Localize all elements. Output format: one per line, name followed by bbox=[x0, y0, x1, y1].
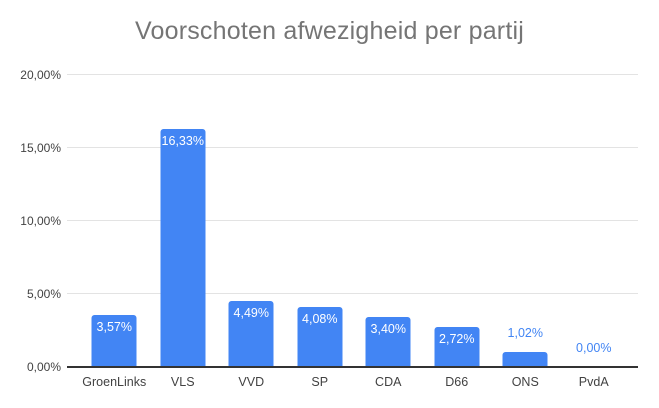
bar-slot: 2,72% bbox=[423, 75, 492, 367]
bar-value-label: 3,57% bbox=[96, 319, 132, 334]
bar-slot: 4,08% bbox=[286, 75, 355, 367]
x-axis-label: GroenLinks bbox=[82, 375, 147, 389]
bar-slot: 16,33% bbox=[149, 75, 218, 367]
y-axis-tick-label: 0,00% bbox=[26, 360, 61, 374]
chart-title: Voorschoten afwezigheid per partij bbox=[135, 17, 524, 45]
bar[interactable] bbox=[91, 314, 137, 367]
bar[interactable] bbox=[502, 352, 548, 367]
bar-value-label: 1,02% bbox=[507, 326, 543, 341]
bar-slot: 0,00% bbox=[560, 75, 629, 367]
bar-value-label: 16,33% bbox=[161, 133, 204, 148]
bar-slot: 3,40% bbox=[354, 75, 423, 367]
bar-value-label: 0,00% bbox=[576, 341, 612, 355]
x-axis-label: ONS bbox=[511, 375, 539, 389]
x-axis-label: VLS bbox=[170, 375, 195, 389]
x-axis-label: VVD bbox=[238, 375, 265, 389]
bar[interactable] bbox=[434, 327, 480, 367]
bar-slot: 1,02% bbox=[491, 75, 560, 367]
bar-value-label: 4,49% bbox=[233, 306, 269, 321]
bar[interactable] bbox=[297, 307, 343, 367]
bar[interactable] bbox=[228, 301, 274, 367]
bar-slot: 3,57% bbox=[80, 75, 149, 367]
x-axis-label: CDA bbox=[375, 375, 402, 389]
x-axis-label: D66 bbox=[445, 375, 469, 389]
bar[interactable] bbox=[365, 317, 411, 367]
gridline bbox=[67, 220, 638, 221]
bar-value-label: 2,72% bbox=[439, 332, 475, 347]
y-axis-tick-label: 15,00% bbox=[20, 141, 61, 155]
y-axis-tick-label: 5,00% bbox=[26, 287, 61, 301]
bar-value-label: 4,08% bbox=[302, 312, 338, 327]
gridline bbox=[67, 293, 638, 294]
y-axis-tick-label: 20,00% bbox=[20, 68, 61, 82]
bar-slot: 4,49% bbox=[217, 75, 286, 367]
y-axis-tick-label: 10,00% bbox=[20, 214, 61, 228]
gridline bbox=[67, 147, 638, 148]
bar-value-label: 3,40% bbox=[370, 322, 406, 337]
gridline bbox=[67, 74, 638, 75]
x-axis-label: PvdA bbox=[578, 375, 609, 389]
x-axis-line bbox=[67, 366, 638, 368]
x-axis-label: SP bbox=[311, 375, 329, 389]
plot-area: 3,57% 16,33% 4,49% 4,08% 3,40% 2,72% 1,02% 0,00… bbox=[67, 74, 638, 368]
bar[interactable] bbox=[160, 128, 206, 367]
